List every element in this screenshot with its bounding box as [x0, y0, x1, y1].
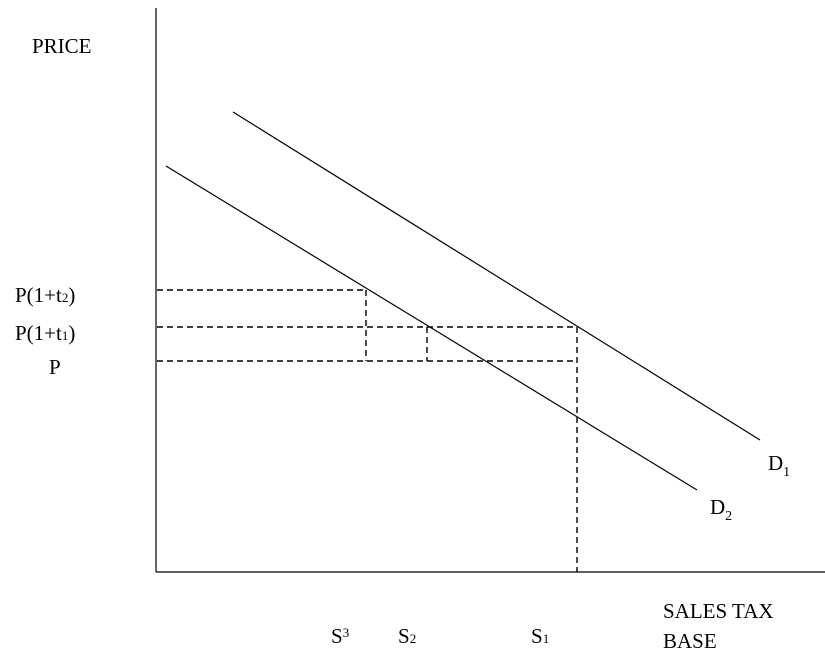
price-label-p: P: [49, 355, 61, 379]
x-axis-label-line2: BASE: [663, 629, 717, 653]
quantity-label-s3: S3: [331, 624, 349, 648]
curve-label-d1: D1: [768, 451, 790, 480]
quantity-label-s1: S1: [531, 624, 549, 648]
curve-label-d2: D2: [710, 495, 732, 524]
y-axis-label: PRICE: [32, 34, 92, 58]
demand-curve-d2: [165, 165, 698, 491]
price-label-p-t1: P(1+t1): [15, 321, 75, 345]
x-axis-label-line1: SALES TAX: [663, 599, 774, 623]
price-label-p-t2: P(1+t2): [15, 283, 75, 307]
quantity-label-s2: S2: [398, 624, 416, 648]
demand-curve-d1: [232, 111, 761, 441]
